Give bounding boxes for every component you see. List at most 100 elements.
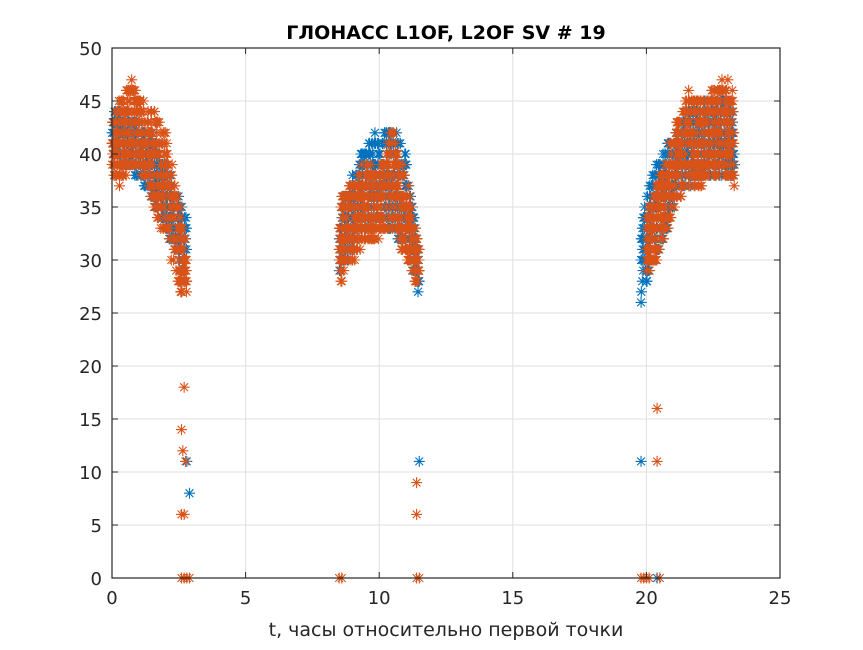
data-point-l2of: [385, 201, 397, 213]
data-point-l2of: [716, 74, 728, 86]
data-point-l2of: [654, 180, 666, 192]
data-point-l2of: [704, 106, 716, 118]
data-point-l2of: [176, 286, 188, 298]
data-point-l2of: [178, 265, 190, 277]
data-point-l2of: [678, 106, 690, 118]
data-point-l2of: [373, 212, 385, 224]
data-point-l2of: [172, 201, 184, 213]
data-point-l2of: [397, 233, 409, 245]
data-point-l2of: [641, 212, 653, 224]
data-point-l2of: [117, 148, 129, 160]
data-point-l2of: [706, 116, 718, 128]
data-point-l2of-outlier: [651, 455, 663, 467]
data-point-l2of: [360, 212, 372, 224]
data-point-l2of: [158, 201, 170, 213]
data-point-l2of: [155, 159, 167, 171]
y-tick-label: 25: [79, 304, 102, 325]
data-point-l2of: [687, 159, 699, 171]
data-point-l2of: [119, 116, 131, 128]
data-point-l2of: [113, 180, 125, 192]
data-point-l1of-outlier: [635, 455, 647, 467]
data-point-l2of: [150, 137, 162, 149]
data-point-l2of: [175, 243, 187, 255]
data-point-l2of: [660, 159, 672, 171]
data-point-l2of: [403, 212, 415, 224]
data-point-l2of: [124, 159, 136, 171]
data-point-l2of: [704, 127, 716, 139]
data-point-l2of: [652, 222, 664, 234]
data-point-l2of: [683, 116, 695, 128]
data-point-l2of: [388, 127, 400, 139]
data-point-l2of: [394, 212, 406, 224]
data-point-l1of: [635, 233, 647, 245]
data-point-l2of: [157, 169, 169, 181]
data-point-l2of: [345, 233, 357, 245]
data-point-l2of: [107, 116, 119, 128]
data-point-l2of: [715, 116, 727, 128]
data-point-l2of: [112, 106, 124, 118]
data-point-l2of: [152, 212, 164, 224]
data-point-l2of: [367, 233, 379, 245]
data-point-l2of: [685, 106, 697, 118]
data-point-l2of: [724, 127, 736, 139]
data-point-l2of: [395, 190, 407, 202]
data-point-l2of: [334, 254, 346, 266]
data-point-l2of: [671, 116, 683, 128]
data-point-l2of: [166, 169, 178, 181]
x-tick-label: 5: [240, 588, 251, 609]
data-point-l2of: [658, 190, 670, 202]
data-point-l2of: [724, 148, 736, 160]
data-point-l2of: [392, 169, 404, 181]
data-point-l2of: [724, 95, 736, 107]
data-point-l1of: [374, 148, 386, 160]
data-point-l2of: [369, 180, 381, 192]
data-point-l2of: [716, 148, 728, 160]
y-tick-label: 35: [79, 198, 102, 219]
data-point-l2of: [162, 190, 174, 202]
data-point-l2of: [676, 180, 688, 192]
data-point-l2of: [367, 212, 379, 224]
data-point-l2of: [653, 243, 665, 255]
data-point-l2of: [158, 212, 170, 224]
x-tick-label: 10: [368, 588, 391, 609]
data-point-l2of: [644, 265, 656, 277]
data-point-l2of: [721, 106, 733, 118]
data-point-l2of: [711, 127, 723, 139]
data-point-l2of: [359, 201, 371, 213]
data-point-l2of: [389, 180, 401, 192]
data-point-l2of: [135, 127, 147, 139]
data-point-l2of: [139, 137, 151, 149]
data-point-l2of: [160, 127, 172, 139]
data-point-l2of: [642, 243, 654, 255]
grid-lines: [112, 48, 780, 578]
data-point-l2of: [709, 106, 721, 118]
data-point-l2of: [400, 201, 412, 213]
data-point-l1of: [364, 137, 376, 149]
data-point-l2of-outlier: [175, 424, 187, 436]
data-point-l2of: [721, 169, 733, 181]
data-point-l2of: [394, 201, 406, 213]
data-point-l2of: [668, 201, 680, 213]
data-point-l2of: [170, 265, 182, 277]
data-point-l2of: [151, 127, 163, 139]
data-point-l2of: [402, 180, 414, 192]
data-point-l2of: [708, 148, 720, 160]
data-point-l2of: [355, 222, 367, 234]
data-point-l2of: [111, 127, 123, 139]
x-tick-label: 25: [769, 588, 792, 609]
data-point-l2of: [161, 159, 173, 171]
data-point-l2of: [173, 254, 185, 266]
data-point-l2of: [692, 137, 704, 149]
data-point-l2of: [336, 233, 348, 245]
data-point-l2of: [683, 84, 695, 96]
data-point-l1of: [641, 275, 653, 287]
x-tick-label: 0: [106, 588, 117, 609]
data-point-l2of: [108, 169, 120, 181]
data-point-l2of: [363, 169, 375, 181]
data-point-l2of: [714, 84, 726, 96]
data-point-l2of: [645, 201, 657, 213]
data-point-l2of: [368, 222, 380, 234]
data-point-l2of: [373, 169, 385, 181]
data-point-l2of: [676, 148, 688, 160]
axes-box: [111, 47, 781, 579]
